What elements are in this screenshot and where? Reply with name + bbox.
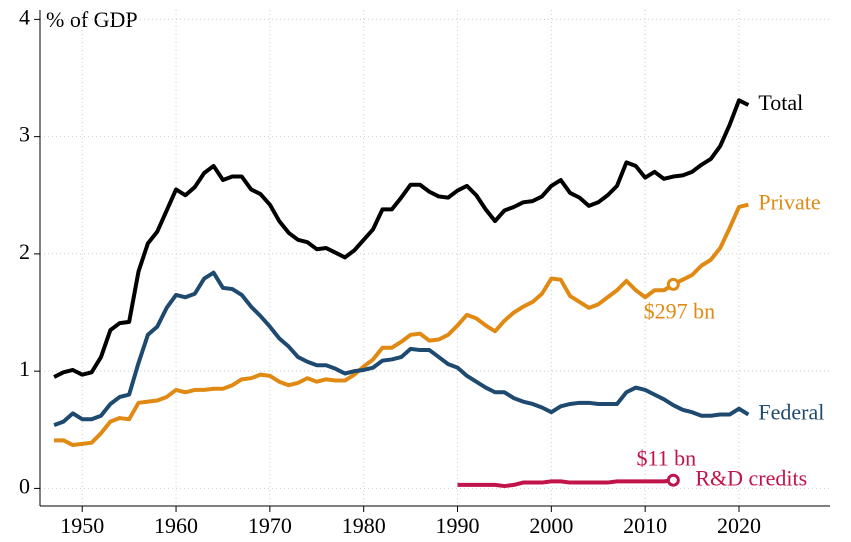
series-label: R&D credits	[695, 465, 807, 490]
y-tick-label: 4	[19, 4, 30, 29]
y-axis-label: % of GDP	[46, 7, 138, 32]
series-line	[457, 478, 674, 489]
y-tick-label: 0	[19, 473, 30, 498]
y-tick-label: 3	[19, 122, 30, 147]
annotation-marker	[666, 277, 680, 291]
series-line	[53, 270, 750, 427]
annotation: $11 bn	[636, 445, 696, 470]
series-line	[54, 202, 749, 448]
y-tick-label: 1	[19, 356, 30, 381]
x-tick-label: 1970	[248, 513, 292, 538]
series-line	[53, 98, 750, 379]
x-tick-label: 1980	[342, 513, 386, 538]
x-tick-label: 2000	[529, 513, 573, 538]
series-label: Total	[758, 90, 803, 115]
x-tick-label: 2010	[623, 513, 667, 538]
x-tick-label: 1960	[154, 513, 198, 538]
x-tick-label: 1950	[60, 513, 104, 538]
annotation: $297 bn	[644, 298, 716, 323]
series-label: Federal	[758, 400, 824, 425]
y-tick-label: 2	[19, 239, 30, 264]
annotation-marker	[666, 473, 680, 487]
x-tick-label: 2020	[717, 513, 761, 538]
series-label: Private	[758, 190, 820, 215]
x-tick-label: 1990	[436, 513, 480, 538]
